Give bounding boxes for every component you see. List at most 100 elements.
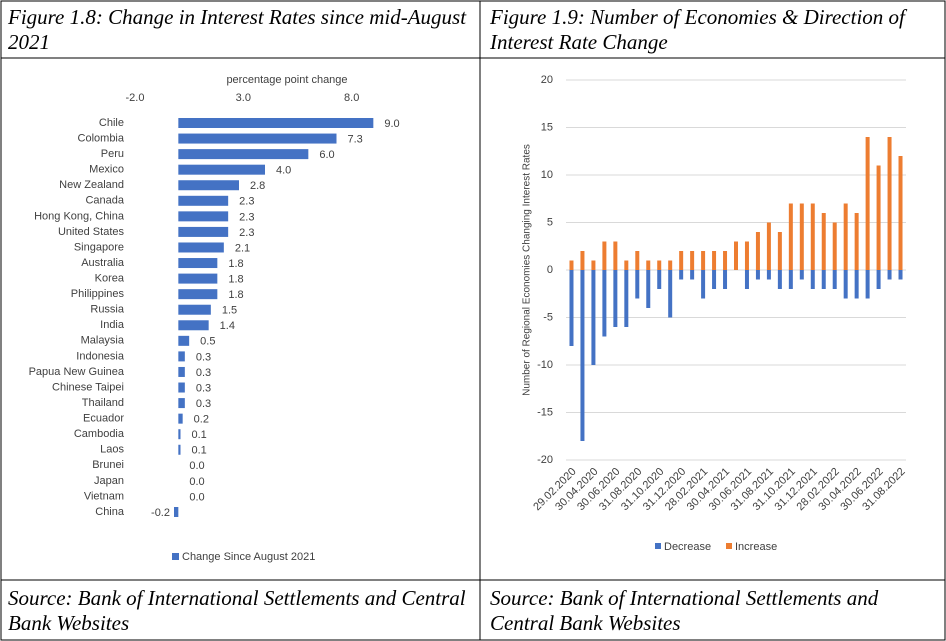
data-label: -0.2	[151, 507, 170, 519]
data-label: 0.5	[200, 336, 215, 348]
bar	[178, 444, 181, 455]
bar	[690, 270, 695, 280]
data-label: 0.0	[189, 460, 204, 472]
legend-label: Decrease	[664, 541, 711, 553]
bar	[723, 270, 728, 289]
bar	[690, 251, 695, 270]
category-label: Chinese Taipei	[52, 381, 124, 393]
category-label: Papua New Guinea	[29, 366, 125, 378]
axis-label: percentage point change	[226, 74, 347, 86]
bar	[602, 270, 607, 337]
figure-title: Figure 1.9: Number of Economies & Direct…	[490, 5, 905, 54]
data-label: 1.8	[228, 258, 243, 270]
bar	[755, 232, 760, 270]
y-tick-label: 0	[547, 264, 553, 276]
y-tick-label: -15	[537, 406, 553, 418]
y-tick-label: 5	[547, 216, 553, 228]
data-label: 0.3	[196, 382, 211, 394]
bar	[887, 137, 892, 270]
bar	[591, 270, 596, 365]
category-label: Chile	[99, 117, 124, 129]
y-tick-label: -5	[543, 311, 553, 323]
axis-label: Number of Regional Economies Changing In…	[522, 144, 533, 396]
category-label: Laos	[100, 444, 124, 456]
bar	[178, 164, 265, 175]
bar	[887, 270, 892, 280]
bar	[624, 270, 629, 327]
data-label: 4.0	[276, 165, 291, 177]
bar	[178, 149, 309, 160]
bar	[810, 203, 815, 270]
bar	[635, 251, 640, 270]
data-label: 6.0	[319, 149, 334, 161]
category-label: Australia	[81, 257, 125, 269]
bar	[832, 270, 837, 289]
legend-swatch	[172, 553, 179, 560]
bar	[854, 270, 859, 299]
category-label: Brunei	[92, 459, 124, 471]
bar	[668, 270, 673, 318]
bar	[766, 270, 771, 280]
bar	[174, 507, 179, 517]
bar	[657, 270, 662, 289]
data-label: 7.3	[348, 133, 363, 145]
category-label: Indonesia	[76, 350, 125, 362]
data-label: 2.3	[239, 196, 254, 208]
y-tick-label: -10	[537, 359, 553, 371]
bar	[734, 241, 738, 270]
bar	[876, 270, 881, 289]
category-label: Colombia	[78, 132, 125, 144]
category-label: Thailand	[82, 397, 124, 409]
category-label: Japan	[94, 475, 124, 487]
data-label: 0.3	[196, 398, 211, 410]
data-label: 1.4	[220, 320, 235, 332]
bar	[843, 270, 848, 299]
y-tick-label: 15	[541, 121, 553, 133]
category-label: Mexico	[89, 164, 124, 176]
bar	[178, 289, 218, 300]
x-tick-label: 3.0	[236, 92, 251, 104]
legend-swatch	[726, 543, 732, 549]
bar	[646, 270, 651, 308]
data-label: 0.0	[189, 476, 204, 488]
y-tick-label: -20	[537, 454, 553, 466]
figure-title: Figure 1.8: Change in Interest Rates sin…	[8, 5, 467, 54]
bar	[788, 270, 793, 289]
bar	[865, 137, 870, 270]
bar	[712, 270, 717, 289]
bar	[788, 203, 793, 270]
category-label: Ecuador	[83, 413, 124, 425]
bar	[178, 398, 185, 409]
bar	[744, 270, 749, 289]
bar	[755, 270, 760, 280]
bar	[646, 260, 651, 270]
bar	[178, 382, 185, 393]
category-label: United States	[58, 226, 125, 238]
bar	[178, 335, 190, 346]
y-tick-label: 10	[541, 169, 553, 181]
bar	[821, 270, 826, 289]
data-label: 0.0	[189, 491, 204, 503]
category-label: Hong Kong, China	[34, 210, 125, 222]
bar	[821, 213, 826, 270]
category-label: India	[100, 319, 125, 331]
bar	[178, 180, 239, 191]
bar	[766, 222, 771, 270]
legend-label: Increase	[735, 541, 777, 553]
bar	[799, 203, 804, 270]
bar	[569, 260, 574, 270]
data-label: 2.1	[235, 242, 250, 254]
bar	[178, 273, 218, 284]
data-label: 1.8	[228, 274, 243, 286]
data-label: 0.2	[194, 414, 209, 426]
bar	[810, 270, 815, 289]
category-label: New Zealand	[59, 179, 124, 191]
data-label: 0.1	[192, 445, 207, 457]
bar	[178, 351, 185, 362]
category-label: Russia	[90, 304, 125, 316]
bar	[701, 270, 706, 299]
bar	[679, 270, 684, 280]
